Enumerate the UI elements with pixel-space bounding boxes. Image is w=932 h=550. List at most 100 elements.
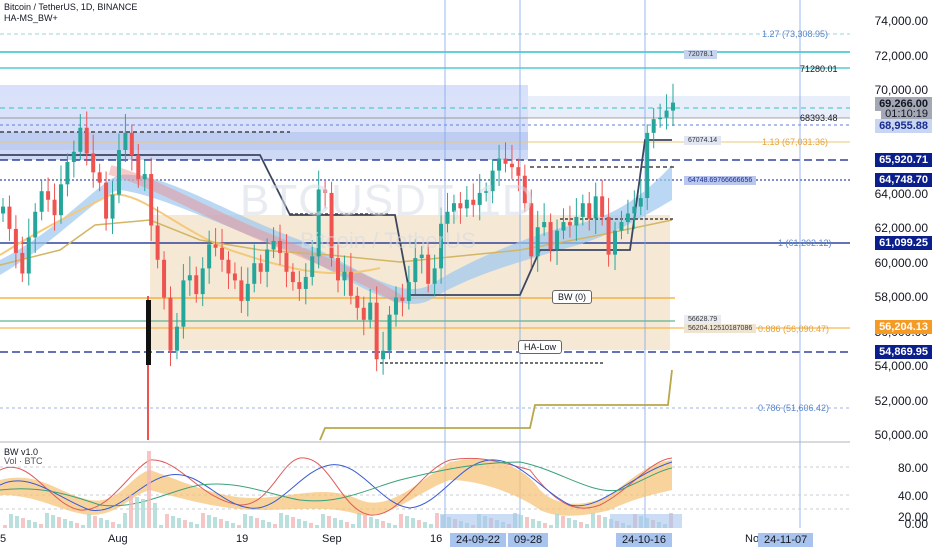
fib-0786-label: 0.786 (51,606.42)	[758, 403, 830, 413]
gold-ma	[0, 219, 673, 266]
time-axis-highlight: 24-09-22	[450, 533, 507, 547]
volume-bar	[411, 518, 415, 528]
volume-bar	[81, 525, 85, 528]
candle-body	[374, 302, 379, 360]
candle-body	[516, 167, 521, 176]
volume-bar	[15, 516, 19, 528]
volume-bar	[303, 521, 307, 528]
indicator-title[interactable]: HA-MS_BW+	[4, 13, 58, 23]
price-tag-56204: 56,204.13	[875, 320, 932, 334]
volume-bar	[141, 499, 145, 528]
candle-body	[142, 174, 147, 180]
candle-body	[297, 282, 302, 289]
volume-bar	[207, 515, 211, 528]
oscillator-axis-label: 80.00	[897, 461, 928, 475]
volume-bar	[111, 522, 115, 528]
volume-bar	[57, 517, 61, 528]
volume-bar	[237, 525, 241, 528]
candle-body	[393, 297, 398, 315]
price-axis-label: 60,000.00	[874, 255, 928, 270]
candle-body	[387, 314, 392, 351]
candle-body	[7, 206, 12, 229]
volume-bar	[195, 524, 199, 528]
volume-bar	[333, 518, 337, 528]
price-axis-label: 52,000.00	[874, 393, 928, 408]
price-axis-label: 62,000.00	[874, 221, 928, 235]
volume-bar	[603, 517, 607, 528]
candle-body	[606, 216, 611, 255]
price-tag-64748: 64,748.70	[875, 173, 932, 187]
ha-low-callout[interactable]: HA-Low	[518, 340, 563, 354]
volume-bar	[159, 525, 163, 528]
oscillator-title[interactable]: BW v1.0	[4, 447, 39, 457]
price-axis-label: 58,000.00	[874, 290, 928, 304]
oscillator-axis-label: 0.00	[904, 517, 928, 531]
volume-bar	[399, 514, 403, 528]
time-axis-highlight: 09-28	[508, 533, 549, 547]
volume-bar	[261, 520, 265, 528]
candle-body	[484, 191, 489, 193]
volume-bar	[555, 514, 559, 528]
volume-title: Vol · BTC	[4, 456, 43, 466]
candle-body	[432, 268, 437, 284]
volume-bar	[345, 522, 349, 528]
volume-bar	[93, 516, 97, 528]
volume-bar	[255, 518, 259, 528]
candle-body	[97, 172, 102, 183]
candle-body	[625, 213, 630, 223]
volume-bar	[213, 517, 217, 528]
candle-body	[258, 263, 263, 272]
level-68393-label: 68393.48	[800, 113, 838, 123]
candle-body	[548, 222, 553, 250]
volume-bar	[243, 514, 247, 528]
candle-body	[600, 196, 605, 217]
time-axis-label: 19	[236, 533, 249, 545]
candle-body	[213, 244, 218, 248]
candle-body	[33, 211, 38, 238]
candle-body	[613, 230, 618, 255]
candle-body	[490, 170, 495, 192]
box-label-72078: 72078.1	[684, 50, 718, 59]
candle-body	[220, 247, 225, 260]
watermark-subtitle: Bitcoin / TetherUS	[300, 228, 476, 253]
volume-bar	[351, 524, 355, 528]
volume-bar	[129, 495, 133, 528]
candle-body	[284, 252, 289, 272]
candle-body	[116, 150, 121, 195]
volume-bar	[291, 517, 295, 528]
candle-body	[671, 102, 675, 111]
volume-bar	[189, 522, 193, 528]
volume-bar	[531, 519, 535, 528]
volume-bar	[153, 503, 157, 528]
candle-body	[509, 163, 514, 168]
time-axis-label: Sep	[322, 533, 342, 545]
candle-body	[664, 110, 669, 118]
volume-bar	[429, 524, 433, 528]
candle-body	[632, 206, 637, 214]
candle-body	[529, 203, 534, 257]
volume-bar	[147, 451, 151, 528]
volume-bar	[375, 519, 379, 528]
price-axis-label: 64,000.00	[874, 186, 928, 201]
volume-bar	[201, 513, 205, 528]
candle-body	[149, 174, 154, 226]
price-tag-54869: 54,869.95	[875, 345, 932, 359]
candle-body	[464, 199, 469, 209]
volume-bar	[417, 520, 421, 528]
volume-bar	[279, 513, 283, 528]
volume-bar	[549, 525, 553, 528]
box-label-56628: 56628.79	[684, 315, 722, 324]
candle-body	[426, 254, 431, 284]
bw-callout[interactable]: BW (0)	[552, 290, 592, 304]
volume-bar	[99, 518, 103, 528]
volume-bar	[585, 524, 589, 528]
volume-bar	[567, 518, 571, 528]
candle-body	[645, 132, 650, 199]
candle-body	[187, 275, 192, 281]
volume-bar	[285, 515, 289, 528]
candle-body	[194, 275, 199, 295]
volume-bar	[123, 513, 127, 528]
symbol-title[interactable]: Bitcoin / TetherUS, 1D, BINANCE	[4, 2, 138, 12]
